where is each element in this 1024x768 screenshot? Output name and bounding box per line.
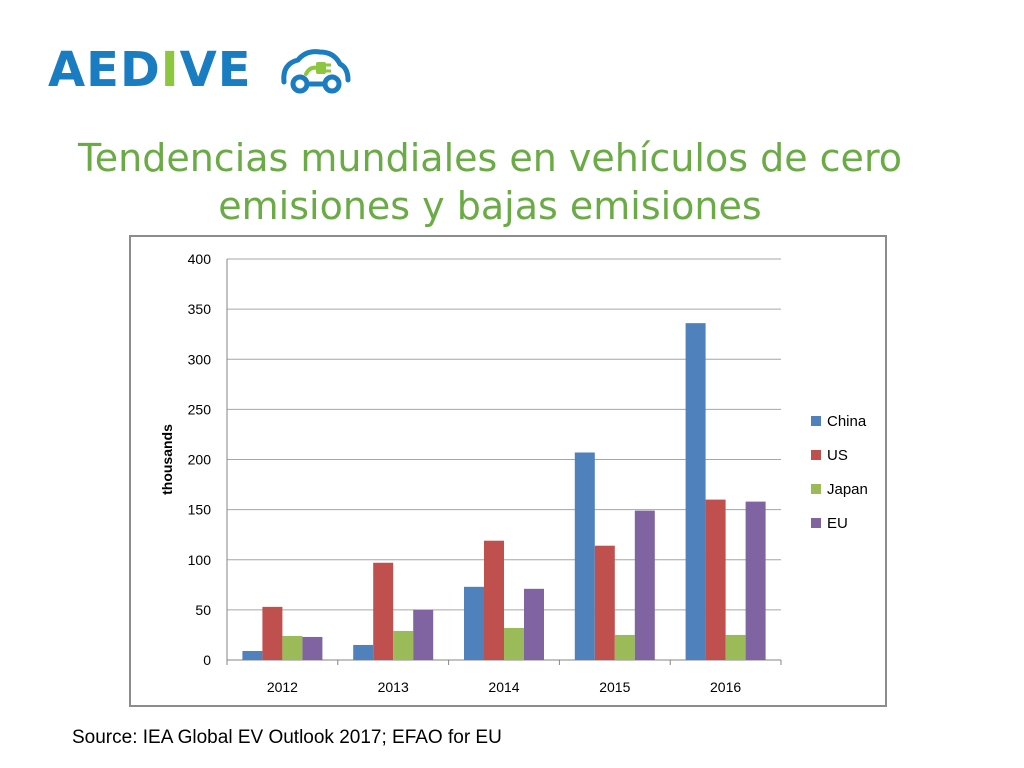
legend-label-china: China: [827, 413, 867, 430]
logo-wordmark: AEDIVE: [48, 40, 252, 100]
bar-chart: 0 50 100 150 200 250 300 350 400 thousands 2012 201…: [159, 251, 868, 695]
source-note: Source: IEA Global EV Outlook 2017; EFAO…: [72, 727, 502, 748]
x-tick-label: 2013: [378, 679, 409, 695]
x-tick-label: 2012: [267, 679, 298, 695]
bar-us-2014: [484, 540, 504, 660]
bar-china-2016: [685, 323, 706, 660]
x-tick-label: 2014: [488, 679, 519, 695]
y-axis-label: thousands: [159, 424, 175, 495]
logo-text-main: AED: [48, 42, 161, 98]
car-plug-icon: [281, 49, 351, 94]
legend-swatch-eu: [811, 518, 821, 528]
y-tick-label: 150: [188, 502, 212, 518]
bar-japan-2014: [504, 627, 524, 660]
bar-eu-2015: [634, 510, 655, 660]
bar-china-2013: [353, 644, 374, 660]
bar-us-2012: [262, 606, 283, 660]
y-tick-label: 100: [188, 552, 212, 568]
bar-china-2014: [464, 586, 484, 660]
legend-label-us: US: [827, 447, 848, 464]
legend-swatch-china: [811, 416, 821, 426]
title-line-2: emisiones y bajas emisiones: [218, 184, 762, 228]
chart-container: 0 50 100 150 200 250 300 350 400 thousands 2012 201…: [129, 235, 887, 707]
y-tick-label: 0: [203, 652, 211, 668]
logo-text-end: VE: [179, 42, 252, 98]
bar-eu-2014: [524, 588, 544, 660]
bar-eu-2016: [745, 501, 766, 660]
page-title: Tendencias mundiales en vehículos de cer…: [40, 134, 940, 230]
bar-japan-2016: [725, 634, 746, 660]
bar-us-2015: [594, 545, 615, 660]
bar-eu-2012: [302, 636, 323, 660]
title-line-1: Tendencias mundiales en vehículos de cer…: [78, 136, 902, 180]
legend-label-japan: Japan: [827, 481, 868, 498]
bar-china-2012: [242, 650, 263, 660]
bar-japan-2015: [614, 634, 635, 660]
x-tick-label: 2015: [599, 679, 630, 695]
y-tick-label: 250: [188, 401, 212, 417]
legend-label-eu: EU: [827, 515, 848, 532]
y-tick-label: 400: [188, 251, 212, 267]
aedive-logo: AEDIVE: [48, 40, 358, 100]
y-tick-label: 300: [188, 351, 212, 367]
x-tick-label: 2016: [710, 679, 741, 695]
bar-japan-2012: [282, 635, 303, 660]
bar-us-2016: [705, 499, 726, 660]
bar-eu-2013: [413, 609, 434, 660]
y-tick-label: 50: [195, 602, 211, 618]
y-tick-label: 350: [188, 301, 212, 317]
logo-text-accent: I: [160, 42, 180, 98]
bar-japan-2013: [393, 630, 414, 660]
bar-china-2015: [574, 452, 595, 660]
legend-swatch-japan: [811, 484, 821, 494]
y-tick-label: 200: [188, 452, 212, 468]
bar-us-2013: [373, 562, 394, 660]
legend-swatch-us: [811, 450, 821, 460]
